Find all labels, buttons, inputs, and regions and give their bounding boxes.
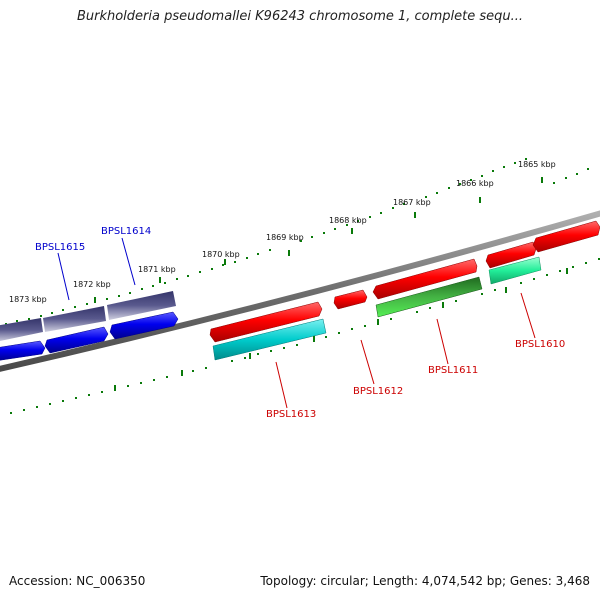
gene-label-bpsl1611: BPSL1611 xyxy=(428,365,478,376)
gene-arrow-bpsl1614 xyxy=(109,311,179,340)
gene-label-bpsl1614: BPSL1614 xyxy=(101,226,151,237)
chromosome-backbone xyxy=(0,210,600,372)
kbp-label-1866: 1866 kbp xyxy=(456,179,494,188)
feature-cyan-bpsl1613 xyxy=(212,318,327,361)
accession-text: Accession: NC_006350 xyxy=(9,574,146,588)
kbp-labels: 1865 kbp 1866 kbp 1867 kbp 1868 kbp 1869… xyxy=(9,160,556,304)
outer-major-ticks xyxy=(94,177,543,303)
label-leader-lines xyxy=(57,237,536,409)
gene-label-bpsl1613: BPSL1613 xyxy=(266,409,316,420)
gene-arrow-bpsl1610-forward-b xyxy=(532,220,600,253)
forward-features xyxy=(209,220,600,343)
gene-arrow-bpsl1610-forward-a xyxy=(485,241,537,269)
feature-slate-2 xyxy=(43,306,106,332)
feature-green-bpsl1611 xyxy=(375,276,483,318)
gene-arrow-bpsl1611-forward xyxy=(372,258,478,300)
leader-bpsl1612 xyxy=(360,339,375,385)
kbp-label-1868: 1868 kbp xyxy=(329,216,367,225)
topology-summary-text: Topology: circular; Length: 4,074,542 bp… xyxy=(260,574,590,588)
kbp-label-1867: 1867 kbp xyxy=(393,198,431,207)
gene-arrow-bpsl1613-forward xyxy=(209,301,323,343)
kbp-label-1865: 1865 kbp xyxy=(518,160,556,169)
gene-arrow-bpsl1612-forward xyxy=(333,289,368,310)
leader-bpsl1610 xyxy=(520,292,536,339)
gene-label-bpsl1615: BPSL1615 xyxy=(35,242,85,253)
slate-features xyxy=(0,291,176,341)
gene-labels: BPSL1615 BPSL1614 BPSL1613 BPSL1612 BPSL… xyxy=(35,226,565,420)
leader-bpsl1613 xyxy=(275,361,288,409)
feature-mint-bpsl1610 xyxy=(488,256,542,285)
leader-bpsl1615 xyxy=(57,252,70,301)
kbp-label-1869: 1869 kbp xyxy=(266,233,304,242)
gene-arrow-bpsl1615-blue xyxy=(0,340,46,361)
kbp-label-1873: 1873 kbp xyxy=(9,295,47,304)
leader-bpsl1611 xyxy=(436,318,449,365)
gene-label-bpsl1612: BPSL1612 xyxy=(353,386,403,397)
inner-major-ticks xyxy=(114,268,568,391)
leader-bpsl1614 xyxy=(121,237,136,286)
reverse-blue-genes xyxy=(0,311,179,361)
kbp-label-1872: 1872 kbp xyxy=(73,280,111,289)
feature-slate-1 xyxy=(0,318,43,341)
kbp-label-1870: 1870 kbp xyxy=(202,250,240,259)
inner-tick-dots xyxy=(10,258,600,414)
feature-slate-3 xyxy=(107,291,176,320)
gene-label-bpsl1610: BPSL1610 xyxy=(515,339,565,350)
kbp-label-1871: 1871 kbp xyxy=(138,265,176,274)
outer-tick-dots xyxy=(5,158,589,325)
reverse-features xyxy=(212,256,542,361)
map-title: Burkholderia pseudomallei K96243 chromos… xyxy=(76,9,524,24)
gene-arrow-bpsl1615 xyxy=(44,326,109,354)
